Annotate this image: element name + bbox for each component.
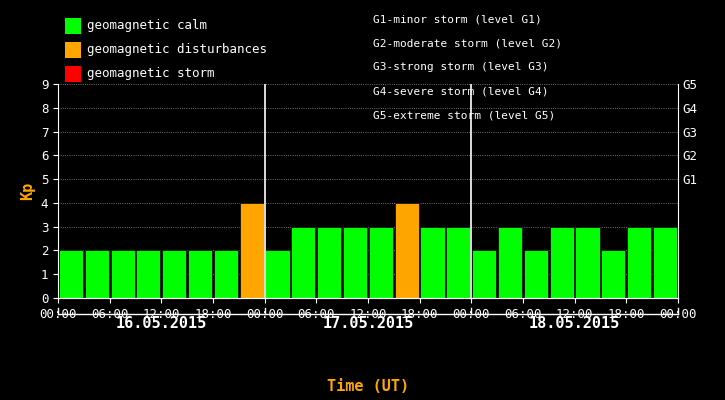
Bar	[498, 227, 522, 298]
Text: geomagnetic disturbances: geomagnetic disturbances	[87, 44, 267, 56]
Bar	[576, 227, 600, 298]
Bar	[291, 227, 315, 298]
Bar	[162, 250, 186, 298]
Bar	[472, 250, 496, 298]
Text: G4-severe storm (level G4): G4-severe storm (level G4)	[373, 86, 549, 96]
Text: G5-extreme storm (level G5): G5-extreme storm (level G5)	[373, 110, 555, 120]
Bar	[265, 250, 289, 298]
Bar	[447, 227, 471, 298]
Y-axis label: Kp: Kp	[20, 182, 36, 200]
Bar	[343, 227, 367, 298]
Bar	[240, 203, 264, 298]
Text: 17.05.2015: 17.05.2015	[323, 316, 413, 331]
Bar	[188, 250, 212, 298]
Text: G1-minor storm (level G1): G1-minor storm (level G1)	[373, 14, 542, 24]
Bar	[653, 227, 677, 298]
Bar	[523, 250, 548, 298]
Text: 16.05.2015: 16.05.2015	[116, 316, 207, 331]
Text: 18.05.2015: 18.05.2015	[529, 316, 620, 331]
Bar	[369, 227, 393, 298]
Bar	[214, 250, 238, 298]
Bar	[550, 227, 573, 298]
Bar	[420, 227, 444, 298]
Text: Time (UT): Time (UT)	[327, 379, 409, 394]
Bar	[317, 227, 341, 298]
Bar	[59, 250, 83, 298]
Bar	[627, 227, 651, 298]
Bar	[394, 203, 419, 298]
Text: geomagnetic storm: geomagnetic storm	[87, 68, 215, 80]
Bar	[136, 250, 160, 298]
Text: G2-moderate storm (level G2): G2-moderate storm (level G2)	[373, 38, 563, 48]
Bar	[110, 250, 135, 298]
Text: geomagnetic calm: geomagnetic calm	[87, 20, 207, 32]
Text: G3-strong storm (level G3): G3-strong storm (level G3)	[373, 62, 549, 72]
Bar	[601, 250, 626, 298]
Bar	[85, 250, 109, 298]
